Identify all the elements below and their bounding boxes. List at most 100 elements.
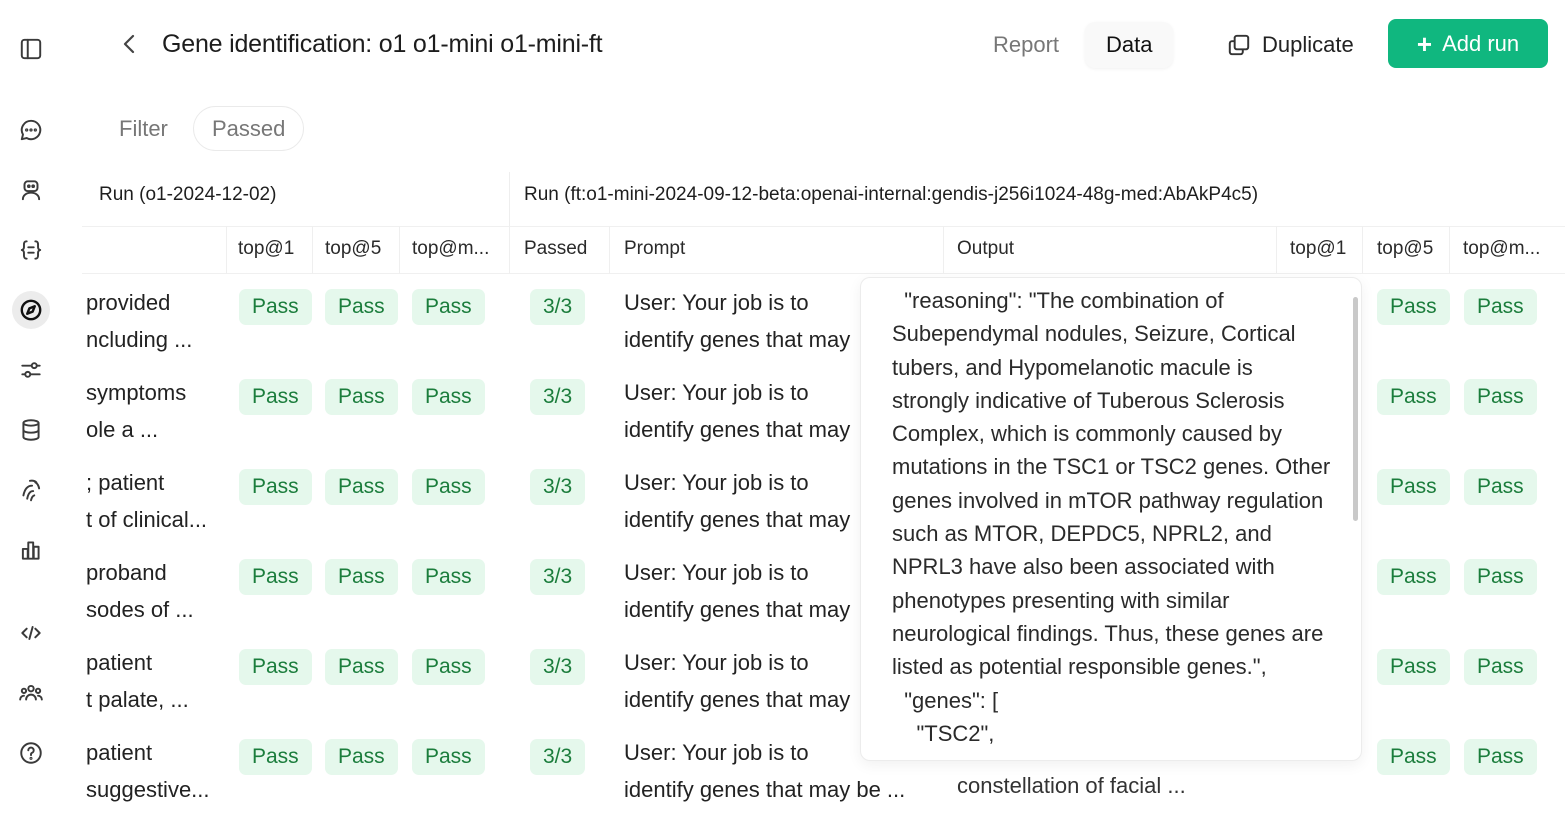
top5-badge: Pass: [325, 559, 398, 595]
prompt-line: User: Your job is to: [624, 560, 809, 585]
table-row[interactable]: proband sodes of ... Pass Pass Pass Pass Pass 3…: [82, 545, 1565, 635]
sidebar: [0, 0, 62, 816]
input-description-cell: ; patient t of clinical...: [86, 464, 221, 538]
prompt-line: identify genes that may: [624, 417, 851, 442]
topm-badge-run2: Pass: [1464, 739, 1537, 775]
prompt-line: identify genes that may: [624, 327, 851, 352]
column-separator: [312, 226, 313, 274]
add-run-button[interactable]: + Add run: [1388, 19, 1548, 68]
column-top1-run2[interactable]: top@1: [1290, 238, 1347, 259]
column-top1[interactable]: top@1: [238, 238, 295, 259]
back-button[interactable]: [116, 28, 144, 60]
description-line: ole a ...: [86, 417, 159, 442]
top5-badge-run2: Pass: [1377, 559, 1450, 595]
input-description-cell: proband sodes of ...: [86, 554, 221, 628]
input-description-cell: provided ncluding ...: [86, 284, 221, 358]
output-popover[interactable]: "reasoning": "The combination of Subepen…: [860, 277, 1362, 761]
top5-badge: Pass: [325, 379, 398, 415]
table-row[interactable]: provided ncluding ... Pass Pass Pass Pass Pass…: [82, 275, 1565, 365]
column-topm-run2[interactable]: top@m...: [1463, 238, 1541, 259]
assistant-icon[interactable]: [12, 171, 50, 209]
column-passed[interactable]: Passed: [524, 238, 588, 259]
filter-button[interactable]: Filter: [119, 116, 168, 141]
description-line: t palate, ...: [86, 687, 189, 712]
plus-icon: +: [1416, 28, 1433, 59]
database-icon[interactable]: [12, 411, 50, 449]
topm-badge: Pass: [412, 739, 485, 775]
topm-badge: Pass: [412, 289, 485, 325]
passed-count-badge: 3/3: [530, 289, 586, 325]
column-separator: [509, 226, 510, 274]
column-top5[interactable]: top@5: [325, 238, 382, 259]
output-cell-partial: constellation of facial ...: [957, 773, 1186, 798]
topm-badge: Pass: [412, 469, 485, 505]
prompt-cell: User: Your job is to identify genes that …: [624, 734, 944, 808]
duplicate-label: Duplicate: [1262, 32, 1354, 57]
description-line: provided: [86, 290, 171, 315]
prompt-line: identify genes that may: [624, 507, 851, 532]
top5-badge: Pass: [325, 739, 398, 775]
table-row[interactable]: patient suggestive... Pass Pass Pass Pass Pass…: [82, 725, 1565, 815]
tab-data[interactable]: Data: [1085, 22, 1174, 68]
input-description-cell: symptoms ole a ...: [86, 374, 221, 448]
json-icon[interactable]: [12, 231, 50, 269]
code-icon[interactable]: [12, 614, 50, 652]
run-divider: [509, 172, 510, 272]
passed-count-badge: 3/3: [530, 469, 586, 505]
fingerprint-icon[interactable]: [12, 471, 50, 509]
top5-badge: Pass: [325, 469, 398, 505]
prompt-line: User: Your job is to: [624, 740, 809, 765]
column-prompt[interactable]: Prompt: [624, 238, 686, 259]
description-line: ; patient: [86, 470, 165, 495]
tab-report[interactable]: Report: [993, 32, 1060, 57]
topm-badge-run2: Pass: [1464, 289, 1537, 325]
bar-chart-icon[interactable]: [12, 531, 50, 569]
passed-filter-chip[interactable]: Passed: [193, 106, 305, 151]
table-row[interactable]: ; patient t of clinical... Pass Pass Pass Pas…: [82, 455, 1565, 545]
column-separator: [226, 226, 227, 274]
input-description-cell: patient suggestive...: [86, 734, 221, 808]
top5-badge-run2: Pass: [1377, 739, 1450, 775]
top5-badge: Pass: [325, 649, 398, 685]
topm-badge: Pass: [412, 559, 485, 595]
column-separator: [399, 226, 400, 274]
topm-badge-run2: Pass: [1464, 559, 1537, 595]
prompt-line: User: Your job is to: [624, 470, 809, 495]
top1-badge: Pass: [239, 289, 312, 325]
prompt-cell: User: Your job is to identify genes that …: [624, 644, 944, 718]
chat-icon[interactable]: [12, 111, 50, 149]
prompt-line: User: Your job is to: [624, 290, 809, 315]
passed-count-badge: 3/3: [530, 649, 586, 685]
column-separator: [1276, 226, 1277, 274]
team-icon[interactable]: [12, 674, 50, 712]
column-topm[interactable]: top@m...: [412, 238, 490, 259]
column-output[interactable]: Output: [957, 238, 1015, 259]
topm-badge: Pass: [412, 649, 485, 685]
table-row[interactable]: patient t palate, ... Pass Pass Pass Pass Pass…: [82, 635, 1565, 725]
top1-badge: Pass: [239, 559, 312, 595]
description-line: ncluding ...: [86, 327, 193, 352]
top5-badge-run2: Pass: [1377, 379, 1450, 415]
panel-toggle-icon[interactable]: [12, 30, 50, 68]
topm-badge: Pass: [412, 379, 485, 415]
help-icon[interactable]: [12, 734, 50, 772]
run-label-finetuned: Run (ft:o1-mini-2024-09-12-beta:openai-i…: [524, 184, 1259, 205]
column-separator: [1362, 226, 1363, 274]
table-row[interactable]: symptoms ole a ... Pass Pass Pass Pass Pass 3/3…: [82, 365, 1565, 455]
top1-badge: Pass: [239, 649, 312, 685]
compass-icon[interactable]: [12, 291, 50, 329]
column-separator: [943, 226, 944, 274]
sliders-icon[interactable]: [12, 351, 50, 389]
popover-scrollbar[interactable]: [1353, 297, 1358, 521]
input-description-cell: patient t palate, ...: [86, 644, 221, 718]
description-line: patient: [86, 740, 153, 765]
prompt-cell: User: Your job is to identify genes that …: [624, 464, 944, 538]
column-top5-run2[interactable]: top@5: [1377, 238, 1434, 259]
run-label-o1: Run (o1-2024-12-02): [99, 184, 277, 205]
description-line: symptoms: [86, 380, 187, 405]
top1-badge: Pass: [239, 469, 312, 505]
column-separator: [1449, 226, 1450, 274]
duplicate-button[interactable]: Duplicate: [1216, 22, 1364, 68]
prompt-cell: User: Your job is to identify genes that …: [624, 554, 944, 628]
page-title: Gene identification: o1 o1-mini o1-mini-…: [162, 30, 603, 58]
